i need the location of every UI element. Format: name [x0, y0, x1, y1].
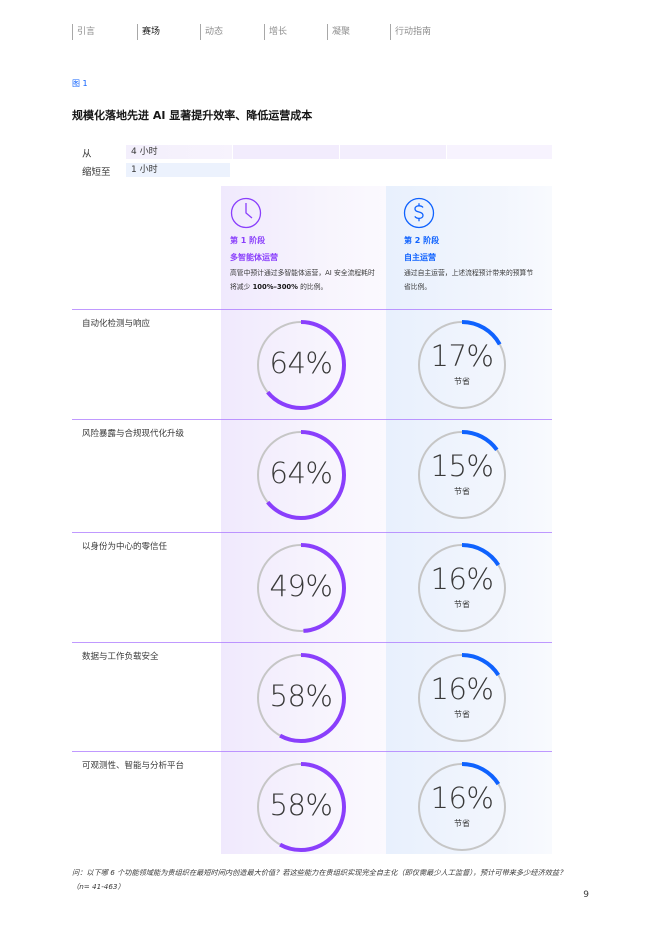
page-number: 9: [583, 890, 589, 900]
stage2-savings-label: 节省: [454, 487, 470, 496]
nav-item-growth[interactable]: 增长: [264, 24, 287, 40]
stage1-number: 第 1 阶段: [230, 236, 266, 245]
stage1-value-ring: [256, 320, 346, 410]
stage2-savings-label: 节省: [454, 377, 470, 386]
stage2-percent: 16%: [430, 672, 494, 706]
dollar-icon: [403, 197, 435, 229]
stage1-value-ring: [256, 430, 346, 520]
stage1-percent: 49%: [269, 569, 333, 603]
figure-label: 图 1: [72, 79, 88, 88]
stage2-name: 自主运营: [404, 253, 436, 262]
stage2-value-ring: [417, 430, 507, 520]
row-divider: [72, 419, 552, 420]
page-title: 规模化落地先进 AI 显著提升效率、降低运营成本: [72, 109, 313, 122]
top-nav: 引言 赛场 动态 增长 凝聚 行动指南: [72, 24, 592, 42]
stage1-name: 多智能体运营: [230, 253, 278, 262]
footnote: 问：以下哪 6 个功能领域能为贵组织在最短时间内创造最大价值？若这些能力在贵组织…: [72, 868, 567, 891]
nav-item-cohesion[interactable]: 凝聚: [327, 24, 350, 40]
stage1-description: 高管中预计通过多智能体运营，AI 安全流程耗时将减少 100%–300% 的比例…: [230, 269, 375, 291]
legend-from-label: 从: [82, 149, 92, 160]
stage2-value-ring-arc: [417, 543, 507, 633]
legend-from-bar-segment-3: [340, 145, 446, 159]
stage1-percent: 64%: [269, 346, 333, 380]
stage1-percent: 64%: [269, 456, 333, 490]
row-label: 风险暴露与合规现代化升级: [82, 429, 185, 439]
nav-item-dynamics[interactable]: 动态: [200, 24, 223, 40]
table-end: [72, 854, 552, 855]
row-divider: [72, 642, 552, 643]
nav-item-intro[interactable]: 引言: [72, 24, 95, 40]
stage2-column: [386, 186, 552, 854]
clock-icon: [230, 197, 262, 229]
stage2-value-ring: [417, 543, 507, 633]
legend-to-label: 缩短至: [82, 167, 111, 178]
stage2-savings-label: 节省: [454, 819, 470, 828]
stage1-percent: 58%: [269, 679, 333, 713]
row-label: 可观测性、智能与分析平台: [82, 761, 185, 771]
stage1-percent: 58%: [269, 788, 333, 822]
stage2-value-ring: [417, 320, 507, 410]
legend-to-bar: 1 小时: [126, 163, 230, 177]
stage2-value-ring-arc: [417, 320, 507, 410]
stage1-value-ring-arc: [256, 762, 346, 852]
stage1-value-ring: [256, 653, 346, 743]
legend-from-bar-segment-4: [447, 145, 552, 159]
legend-from-bar: 4 小时: [126, 145, 232, 159]
stage2-percent: 16%: [430, 562, 494, 596]
stage2-percent: 16%: [430, 781, 494, 815]
stage1-value-ring: [256, 762, 346, 852]
nav-item-action-guide[interactable]: 行动指南: [390, 24, 431, 40]
stage1-value-ring-arc: [256, 543, 346, 633]
nav-item-arena[interactable]: 赛场: [137, 24, 160, 40]
row-label: 数据与工作负载安全: [82, 652, 159, 662]
row-divider: [72, 532, 552, 533]
legend-from-bar-segment-2: [233, 145, 339, 159]
stage2-value-ring: [417, 653, 507, 743]
stage1-value-ring-arc: [256, 653, 346, 743]
stage1-value-ring-arc: [256, 320, 346, 410]
stage2-value-ring: [417, 762, 507, 852]
row-label: 以身份为中心的零信任: [82, 542, 168, 552]
stage2-percent: 17%: [430, 339, 494, 373]
stage2-number: 第 2 阶段: [404, 236, 440, 245]
stage2-value-ring-arc: [417, 653, 507, 743]
row-divider: [72, 751, 552, 752]
stage2-value-ring-arc: [417, 762, 507, 852]
stage1-value-ring-arc: [256, 430, 346, 520]
row-divider: [72, 309, 552, 310]
stage2-value-ring-arc: [417, 430, 507, 520]
stage2-savings-label: 节省: [454, 710, 470, 719]
stage2-percent: 15%: [430, 449, 494, 483]
row-label: 自动化检测与响应: [82, 319, 151, 329]
stage1-value-ring: [256, 543, 346, 633]
stage2-savings-label: 节省: [454, 600, 470, 609]
stage2-description: 通过自主运营，上述流程预计带来的预算节省比例。: [404, 269, 534, 291]
